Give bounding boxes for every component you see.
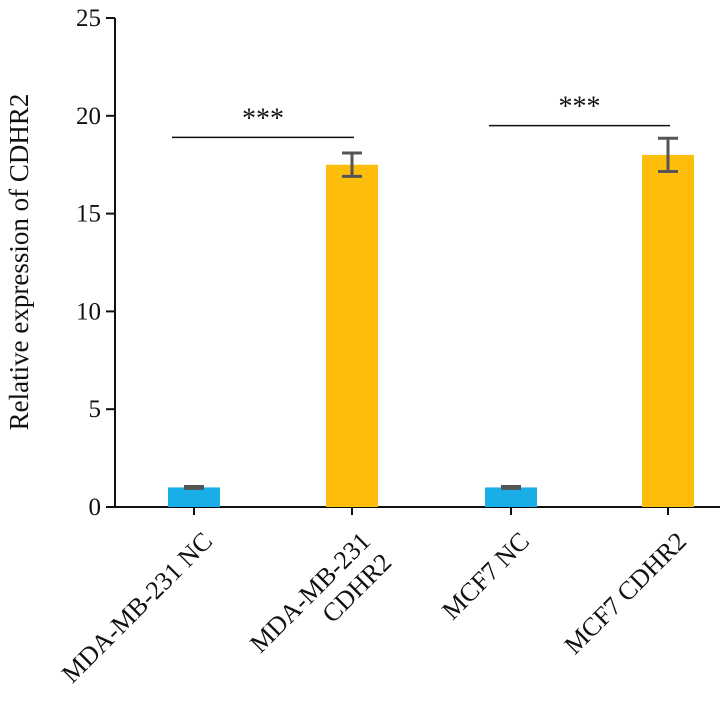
category-label-line: MCF7 CDHR2 bbox=[559, 527, 692, 660]
error-bars bbox=[184, 136, 678, 490]
category-label: MCF7 CDHR2 bbox=[559, 527, 692, 660]
category-labels: MDA-MB-231 NC MDA-MB-231CDHR2 MCF7 NC MCF7 … bbox=[56, 527, 692, 689]
y-tick-label: 0 bbox=[89, 494, 102, 521]
bar bbox=[485, 487, 537, 507]
category-label-line: MCF7 NC bbox=[436, 527, 535, 626]
y-tick-label: 10 bbox=[76, 298, 101, 325]
category-label: MCF7 NC bbox=[436, 527, 535, 626]
category-label: MDA-MB-231 NC bbox=[56, 527, 218, 689]
y-axis-title: Relative expression of CDHR2 bbox=[4, 94, 34, 431]
x-axis bbox=[115, 506, 720, 515]
y-tick-label: 15 bbox=[76, 201, 101, 228]
y-axis: 0 5 10 15 20 25 bbox=[76, 5, 116, 521]
category-label: MDA-MB-231CDHR2 bbox=[244, 527, 397, 680]
bars bbox=[168, 154, 694, 508]
significance-label: *** bbox=[242, 103, 284, 134]
y-tick-label: 20 bbox=[76, 103, 101, 130]
y-tick-label: 25 bbox=[76, 5, 101, 32]
significance-annotations: *** *** bbox=[172, 92, 670, 139]
bar bbox=[642, 154, 694, 508]
y-tick-label: 5 bbox=[89, 396, 102, 423]
bar bbox=[168, 487, 220, 507]
bar bbox=[326, 164, 378, 507]
category-label-line: MDA-MB-231 NC bbox=[56, 527, 218, 689]
significance-label: *** bbox=[559, 92, 601, 123]
